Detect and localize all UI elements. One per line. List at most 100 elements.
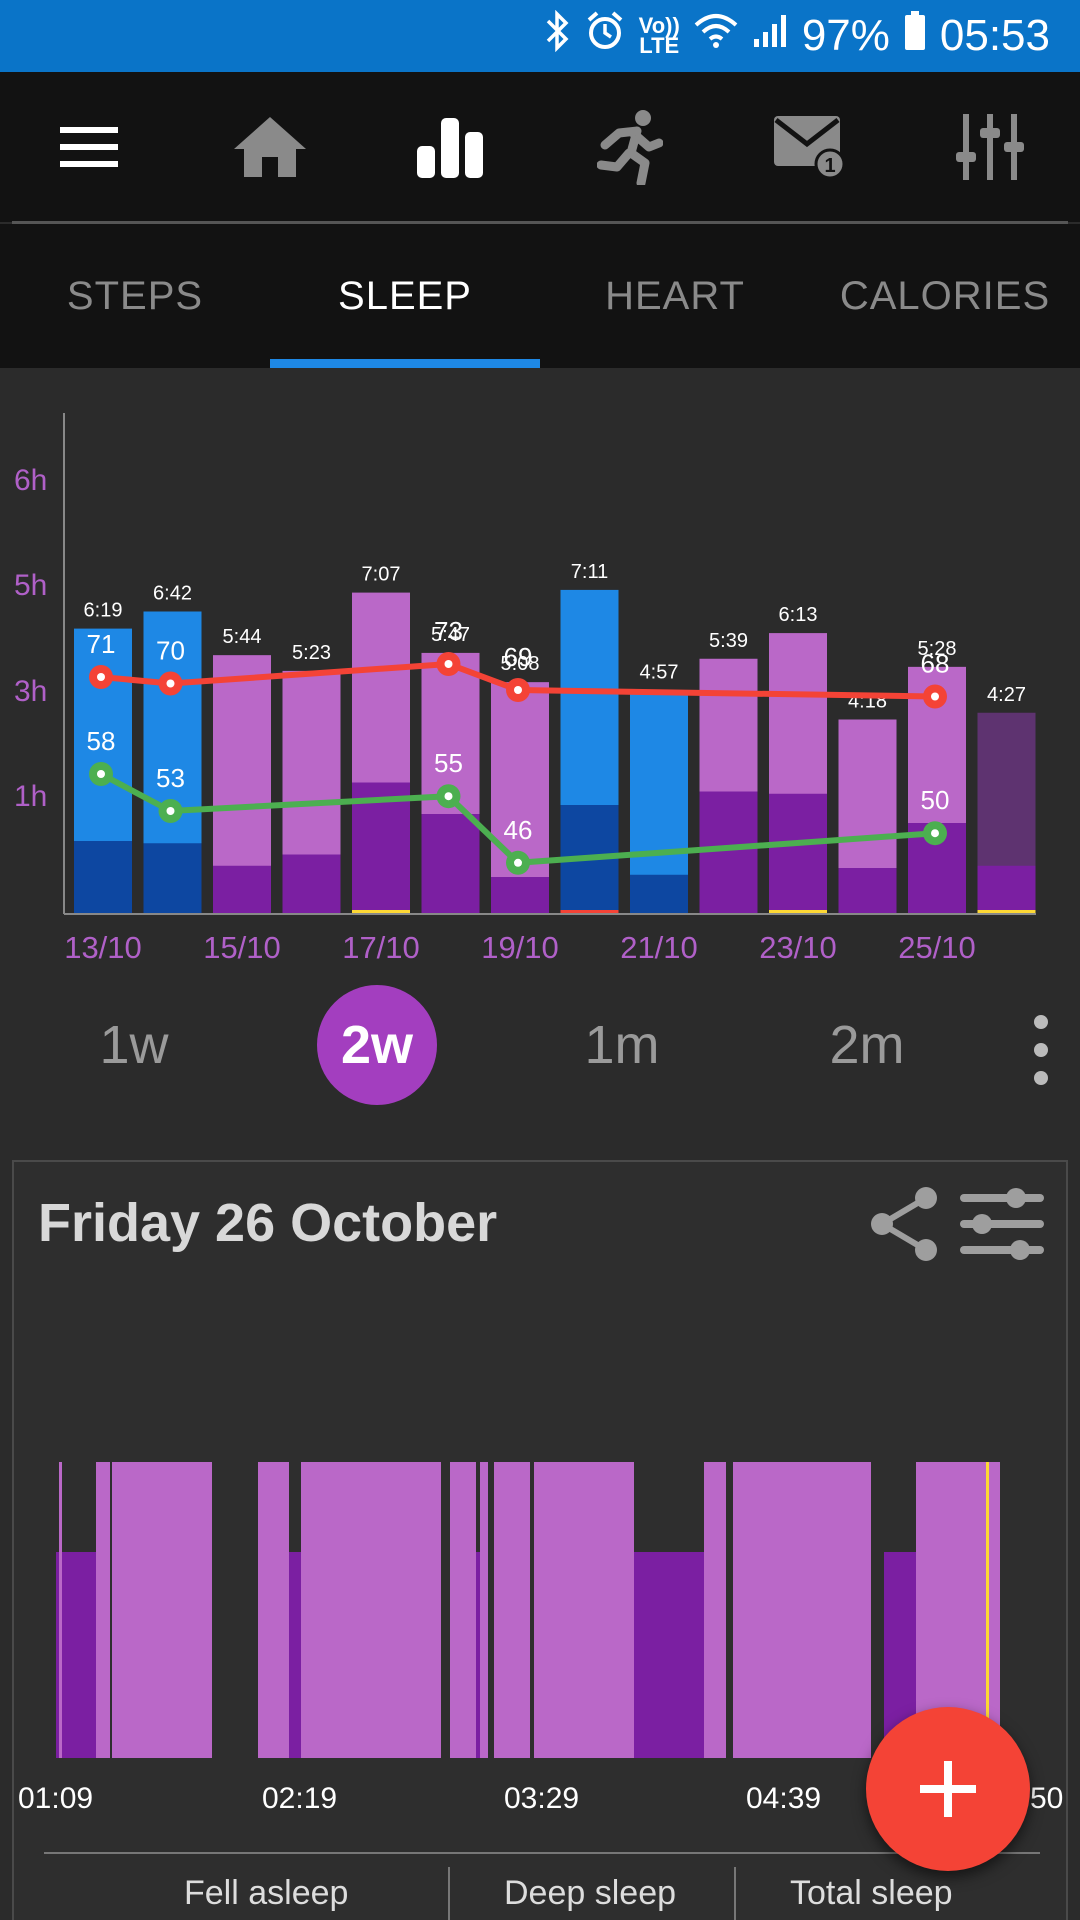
summary-fell-asleep: Fell asleep	[184, 1874, 349, 1912]
timeline-light-segment	[96, 1462, 110, 1758]
timeline-light-segment	[480, 1462, 488, 1758]
bar-value-label: 5:23	[292, 642, 331, 664]
bar-deep	[352, 782, 410, 913]
period-2w[interactable]: 2w	[317, 985, 437, 1105]
line-point-center	[444, 660, 453, 668]
summary-deep-sleep: Deep sleep	[504, 1874, 677, 1912]
line-point-label: 71	[87, 629, 116, 659]
tab-heart[interactable]: HEART	[605, 273, 745, 318]
y-tick-label: 3h	[14, 675, 47, 708]
bar-value-label: 4:57	[640, 661, 679, 683]
signal-icon	[752, 13, 788, 59]
timeline-light-segment	[494, 1462, 530, 1758]
activity-button[interactable]	[570, 87, 690, 207]
timeline-marker	[986, 1462, 989, 1758]
plus-icon	[920, 1761, 976, 1817]
line-point-center	[97, 770, 105, 778]
bar-value-label: 6:42	[153, 583, 192, 605]
tab-sleep[interactable]: SLEEP	[270, 224, 540, 368]
bar-value-label: 6:19	[84, 600, 123, 622]
timeline-light-segment	[704, 1462, 726, 1758]
period-2m[interactable]: 2m	[829, 1015, 905, 1075]
x-tick-label: 15/10	[203, 930, 281, 965]
line-point-label: 68	[921, 649, 950, 679]
timeline-light-segment	[258, 1462, 289, 1758]
bar-deep	[769, 793, 827, 913]
timeline-light-segment	[112, 1462, 212, 1758]
messages-button[interactable]: 1	[750, 87, 870, 207]
summary-total-sleep: Total sleep	[790, 1874, 953, 1912]
bar-deep	[977, 865, 1036, 913]
tab-steps[interactable]: STEPS	[66, 273, 204, 318]
y-tick-label: 6h	[14, 464, 47, 497]
line-point-center	[166, 807, 175, 815]
line-point-center	[444, 792, 453, 801]
line-point-label: 50	[921, 785, 950, 815]
battery-percent: 97%	[801, 11, 890, 60]
sleep-timeline[interactable]	[14, 1462, 1070, 1792]
y-tick-label: 1h	[14, 780, 47, 813]
mail-badge-icon: 1	[774, 116, 846, 180]
detail-settings-icon[interactable]	[958, 1184, 1048, 1264]
x-tick-label: 25/10	[898, 930, 976, 965]
home-icon	[234, 117, 306, 177]
status-bar: Vo)) LTE 97% 05:53	[0, 0, 1080, 72]
line-point-label: 55	[434, 748, 463, 778]
line-point-center	[931, 829, 939, 838]
line-point-label: 46	[504, 815, 533, 845]
menu-button[interactable]	[30, 87, 150, 207]
bar-deep	[74, 841, 132, 913]
period-1m[interactable]: 1m	[584, 1015, 660, 1075]
bar-marker	[352, 910, 410, 913]
add-entry-button[interactable]	[866, 1707, 1030, 1871]
line-point-center	[931, 692, 939, 701]
summary-separator	[734, 1867, 736, 1920]
detail-date-title: Friday 26 October	[38, 1193, 498, 1253]
wifi-icon	[694, 13, 738, 59]
summary-divider	[44, 1852, 1040, 1854]
clock: 05:53	[939, 11, 1050, 60]
alarm-icon	[585, 10, 625, 62]
bar-deep	[699, 791, 758, 913]
x-tick-label: 17/10	[342, 930, 420, 965]
time-label: 04:39	[746, 1782, 822, 1815]
bar-value-label: 5:39	[709, 630, 748, 652]
volte-indicator: Vo)) LTE	[638, 13, 680, 58]
timeline-deep-segment	[634, 1552, 704, 1758]
toolbar-divider	[12, 221, 1068, 224]
statistics-button[interactable]	[390, 87, 510, 207]
bar-value-label: 5:28	[918, 638, 957, 660]
more-options-icon[interactable]	[1026, 1015, 1056, 1085]
time-label: 02:19	[262, 1782, 338, 1815]
bar-value-label: 5:47	[431, 624, 470, 646]
menu-icon	[60, 127, 118, 167]
period-1w[interactable]: 1w	[99, 1015, 169, 1075]
home-button[interactable]	[210, 87, 330, 207]
timeline-deep-segment	[56, 1552, 96, 1758]
share-icon[interactable]	[864, 1184, 944, 1264]
line-point-center	[97, 673, 105, 681]
tab-calories[interactable]: CALORIES	[839, 273, 1051, 318]
x-tick-label: 21/10	[620, 930, 698, 965]
y-tick-label: 5h	[14, 569, 47, 602]
bar-value-label: 5:08	[501, 653, 540, 675]
x-tick-label: 23/10	[759, 930, 837, 965]
bar-value-label: 4:27	[987, 684, 1026, 706]
line-point-label: 73	[434, 616, 463, 646]
line-point-label: 69	[504, 642, 533, 672]
timeline-light-segment	[450, 1462, 476, 1758]
timeline-light-segment	[534, 1462, 634, 1758]
sleep-chart[interactable]: 6h 5h 3h 1h 6:19 6:42 5:44 5:23 7:07 5:47 5:08 7:11…	[0, 368, 1080, 968]
time-label: 03:29	[504, 1782, 580, 1815]
bar-deep	[282, 854, 341, 913]
bar-chart-icon	[417, 118, 483, 178]
sliders-icon	[956, 114, 1024, 180]
line-point-center	[166, 679, 175, 688]
line-point-center	[514, 686, 522, 694]
bar-marker	[977, 910, 1036, 913]
bar-value-label: 5:44	[223, 626, 262, 648]
bar-value-label: 7:11	[571, 561, 608, 583]
settings-button[interactable]	[930, 87, 1050, 207]
bar-deep	[421, 814, 480, 913]
line-point-center	[514, 858, 522, 867]
